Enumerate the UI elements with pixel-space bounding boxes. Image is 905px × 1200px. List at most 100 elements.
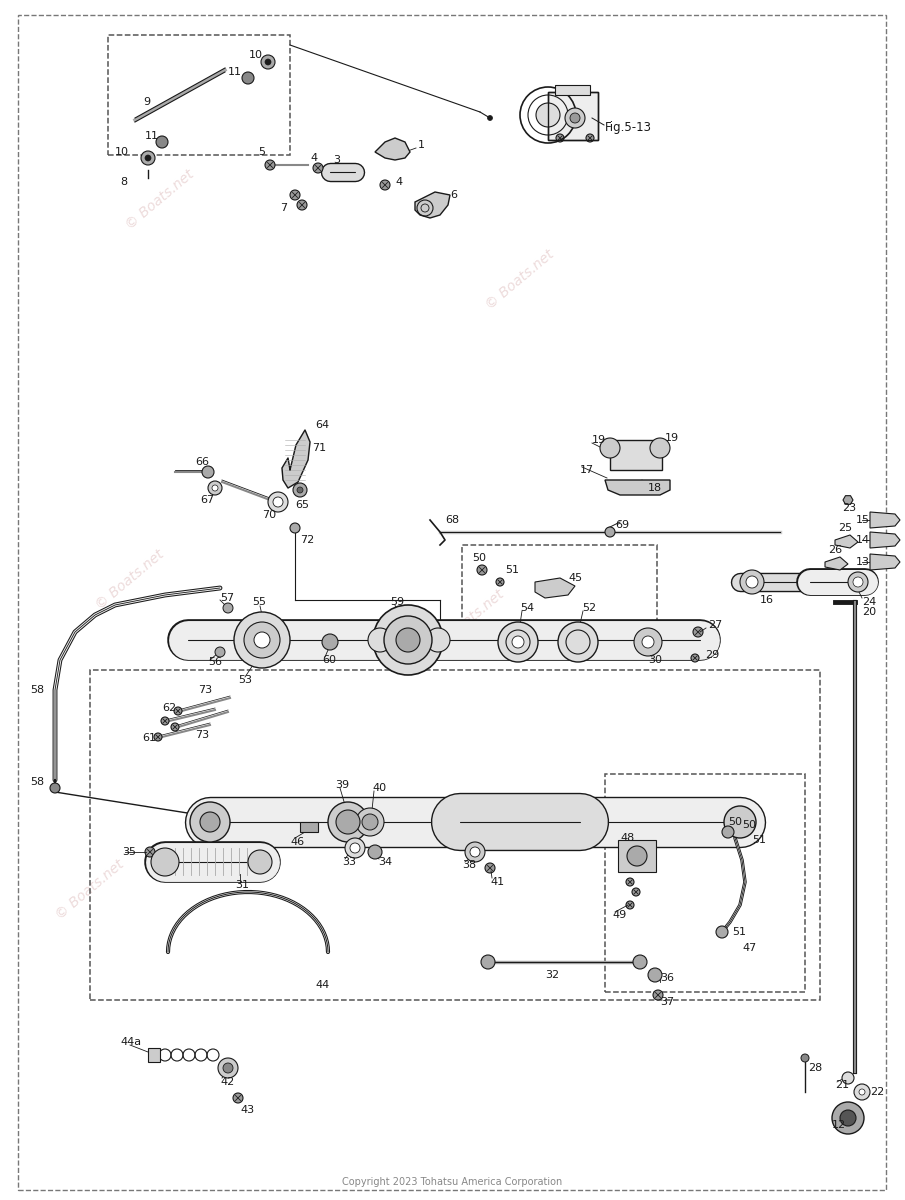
Text: 53: 53 bbox=[238, 674, 252, 685]
Polygon shape bbox=[870, 554, 900, 570]
Circle shape bbox=[345, 838, 365, 858]
Circle shape bbox=[746, 576, 758, 588]
Circle shape bbox=[570, 113, 580, 122]
Circle shape bbox=[208, 481, 222, 494]
Circle shape bbox=[801, 1054, 809, 1062]
Circle shape bbox=[605, 527, 615, 538]
Text: 9: 9 bbox=[143, 97, 150, 107]
Text: 37: 37 bbox=[660, 997, 674, 1007]
Text: 10: 10 bbox=[115, 146, 129, 157]
Text: 16: 16 bbox=[760, 595, 774, 605]
Text: 40: 40 bbox=[372, 782, 386, 793]
Bar bbox=[462, 545, 657, 655]
Circle shape bbox=[586, 134, 594, 142]
Text: 62: 62 bbox=[162, 703, 176, 713]
Text: 17: 17 bbox=[580, 464, 594, 475]
Text: 61: 61 bbox=[142, 733, 156, 743]
Text: 57: 57 bbox=[220, 593, 234, 602]
Circle shape bbox=[248, 850, 272, 874]
Text: 26: 26 bbox=[828, 545, 843, 554]
Text: 47: 47 bbox=[742, 943, 757, 953]
Circle shape bbox=[648, 968, 662, 982]
Text: 19: 19 bbox=[665, 433, 679, 443]
Circle shape bbox=[634, 628, 662, 656]
Circle shape bbox=[724, 806, 756, 838]
Text: 19: 19 bbox=[592, 434, 606, 445]
Circle shape bbox=[223, 602, 233, 613]
Text: 64: 64 bbox=[315, 420, 329, 430]
Text: 56: 56 bbox=[208, 658, 222, 667]
Text: 54: 54 bbox=[520, 602, 534, 613]
Text: 11: 11 bbox=[228, 67, 242, 77]
Circle shape bbox=[356, 808, 384, 836]
Circle shape bbox=[196, 811, 204, 818]
Circle shape bbox=[313, 163, 323, 173]
Circle shape bbox=[642, 636, 654, 648]
Bar bbox=[548, 92, 598, 140]
Bar bbox=[108, 35, 290, 155]
Circle shape bbox=[297, 200, 307, 210]
Circle shape bbox=[190, 802, 230, 842]
Bar bbox=[90, 670, 820, 1000]
Circle shape bbox=[212, 485, 218, 491]
Text: 51: 51 bbox=[732, 926, 746, 937]
Text: © Boats.net: © Boats.net bbox=[483, 247, 557, 312]
Circle shape bbox=[488, 115, 492, 120]
Text: © Boats.net: © Boats.net bbox=[123, 168, 197, 233]
Circle shape bbox=[202, 466, 214, 478]
Text: 36: 36 bbox=[660, 973, 674, 983]
Text: 13: 13 bbox=[856, 557, 870, 566]
Circle shape bbox=[632, 888, 640, 896]
Text: 58: 58 bbox=[30, 685, 44, 695]
Polygon shape bbox=[870, 512, 900, 528]
Circle shape bbox=[50, 782, 60, 793]
Text: 41: 41 bbox=[490, 877, 504, 887]
Polygon shape bbox=[282, 430, 310, 488]
Polygon shape bbox=[605, 480, 670, 494]
Circle shape bbox=[322, 634, 338, 650]
Circle shape bbox=[426, 628, 450, 652]
Circle shape bbox=[154, 733, 162, 740]
Text: © Boats.net: © Boats.net bbox=[93, 547, 167, 612]
Circle shape bbox=[328, 802, 368, 842]
Circle shape bbox=[653, 990, 663, 1000]
Bar bbox=[148, 1048, 160, 1062]
Text: 1: 1 bbox=[418, 140, 425, 150]
Text: 39: 39 bbox=[335, 780, 349, 790]
Text: 50: 50 bbox=[472, 553, 486, 563]
Text: 29: 29 bbox=[705, 650, 719, 660]
Circle shape bbox=[842, 1072, 854, 1084]
Circle shape bbox=[477, 565, 487, 575]
Circle shape bbox=[273, 497, 283, 506]
Circle shape bbox=[384, 616, 432, 664]
Circle shape bbox=[233, 1093, 243, 1103]
Circle shape bbox=[254, 632, 270, 648]
Circle shape bbox=[141, 151, 155, 164]
Circle shape bbox=[832, 1102, 864, 1134]
Bar bbox=[555, 85, 590, 95]
Circle shape bbox=[350, 842, 360, 853]
Text: 27: 27 bbox=[708, 620, 722, 630]
Circle shape bbox=[380, 180, 390, 190]
Circle shape bbox=[716, 926, 728, 938]
Bar bbox=[618, 840, 656, 872]
Bar bbox=[548, 92, 598, 140]
Text: Copyright 2023 Tohatsu America Corporation: Copyright 2023 Tohatsu America Corporati… bbox=[342, 1177, 562, 1187]
Circle shape bbox=[470, 847, 480, 857]
Circle shape bbox=[161, 716, 169, 725]
Circle shape bbox=[145, 155, 151, 161]
Circle shape bbox=[396, 628, 420, 652]
Circle shape bbox=[693, 626, 703, 637]
Circle shape bbox=[600, 438, 620, 458]
Bar bbox=[610, 440, 662, 470]
Text: 21: 21 bbox=[835, 1080, 849, 1090]
Circle shape bbox=[261, 55, 275, 68]
Circle shape bbox=[626, 878, 634, 886]
Text: 73: 73 bbox=[195, 730, 209, 740]
Circle shape bbox=[218, 1058, 238, 1078]
Circle shape bbox=[265, 160, 275, 170]
Circle shape bbox=[633, 955, 647, 970]
Text: 51: 51 bbox=[505, 565, 519, 575]
Circle shape bbox=[496, 578, 504, 586]
Circle shape bbox=[859, 1090, 865, 1094]
